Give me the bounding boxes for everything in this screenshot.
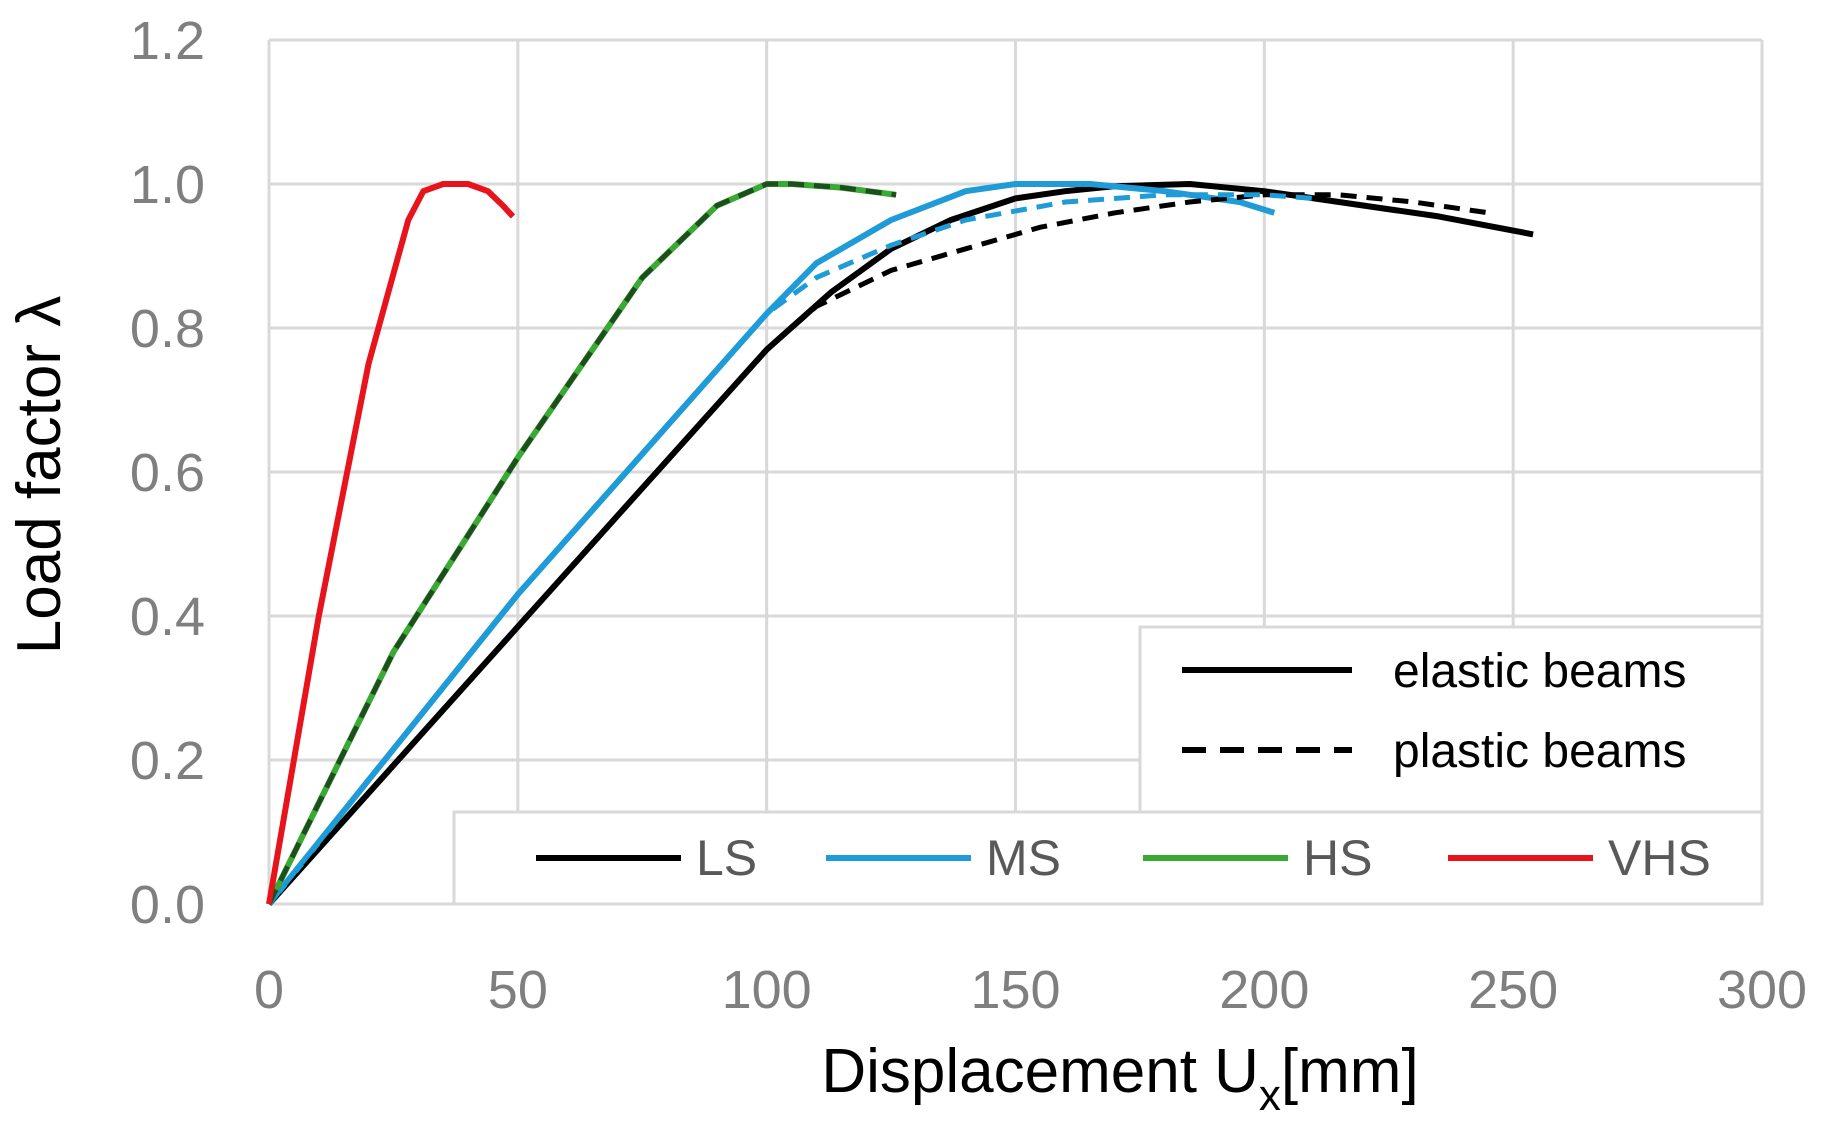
legend-label-vhs: VHS xyxy=(1608,830,1711,886)
x-axis-title-unit: [mm] xyxy=(1281,1037,1419,1106)
y-tick-label: 1.0 xyxy=(130,155,205,215)
y-tick-label: 1.2 xyxy=(130,11,205,71)
y-axis-title: Load factor λ xyxy=(5,296,74,654)
x-tick-label: 200 xyxy=(1219,960,1309,1020)
y-tick-label: 0.2 xyxy=(130,731,205,791)
legend-line-style-box xyxy=(1138,625,1764,814)
series-line-hs-plastic xyxy=(266,181,897,906)
x-axis-title-subscript: x xyxy=(1259,1071,1281,1120)
series-line-ms-plastic xyxy=(267,192,1315,906)
legend-label-ls: LS xyxy=(696,830,757,886)
x-tick-label: 300 xyxy=(1717,960,1807,1020)
legend-label-hs: HS xyxy=(1303,830,1372,886)
legend-line-style: elastic beams plastic beams xyxy=(1138,625,1764,814)
series-line-vhs-plastic xyxy=(266,181,515,905)
x-tick-label: 50 xyxy=(488,960,548,1020)
y-tick-label: 0.0 xyxy=(130,875,205,935)
x-tick-label: 100 xyxy=(722,960,812,1020)
x-tick-label: 150 xyxy=(970,960,1060,1020)
series-lines xyxy=(266,181,1534,907)
y-tick-label: 0.8 xyxy=(130,299,205,359)
series-line-ls-elastic xyxy=(266,181,1534,907)
tick-labels: 0 50 100 150 200 250 300 0.0 0.2 0.4 0.6 0.8 1.0 1.2 xyxy=(130,11,1807,1020)
series-line-ms-elastic xyxy=(266,181,1276,906)
legend-series: LS MS HS VHS xyxy=(452,810,1764,906)
legend-label-dashed: plastic beams xyxy=(1393,725,1686,778)
x-axis-title-main: Displacement U xyxy=(821,1037,1259,1106)
y-tick-label: 0.6 xyxy=(130,443,205,503)
series-line-ls-plastic xyxy=(267,192,1489,906)
x-tick-label: 0 xyxy=(254,960,284,1020)
x-tick-label: 250 xyxy=(1468,960,1558,1020)
legend-label-ms: MS xyxy=(986,830,1061,886)
legend-label-solid: elastic beams xyxy=(1393,645,1686,698)
y-tick-label: 0.4 xyxy=(130,587,205,647)
x-axis-title: Displacement Ux[mm] xyxy=(821,1037,1418,1120)
